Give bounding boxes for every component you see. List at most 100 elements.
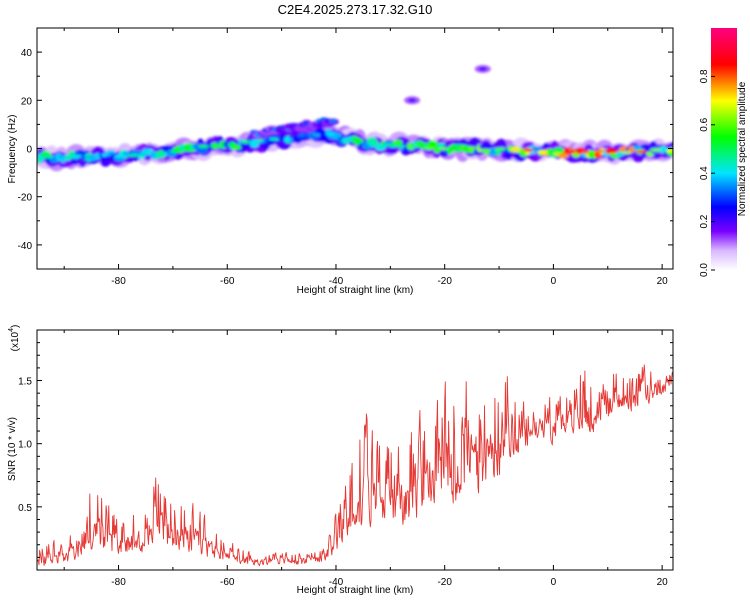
heatmap-peak bbox=[283, 137, 293, 141]
heatmap-peak bbox=[383, 142, 391, 147]
spectrogram-x-axis-label: Height of straight line (km) bbox=[297, 285, 414, 296]
heatmap-peak bbox=[494, 147, 506, 151]
y-tick-label: -20 bbox=[18, 193, 33, 204]
colorbar-gradient bbox=[711, 28, 737, 270]
y-tick-label: -40 bbox=[18, 241, 33, 252]
x-tick-label: -80 bbox=[111, 577, 126, 588]
heatmap-peak bbox=[183, 148, 196, 152]
heatmap-peak bbox=[84, 155, 96, 159]
x-tick-label: -40 bbox=[329, 577, 344, 588]
heatmap-branch bbox=[329, 119, 337, 124]
heatmap-peak bbox=[424, 146, 435, 150]
colorbar-tick-label: 0.6 bbox=[699, 117, 710, 131]
heatmap-peak bbox=[593, 149, 605, 153]
chart-title: C2E4.2025.273.17.32.G10 bbox=[278, 2, 433, 17]
y-tick-label: 1.5 bbox=[18, 377, 32, 388]
x-tick-label: -60 bbox=[220, 577, 235, 588]
heatmap-marks bbox=[37, 64, 673, 172]
y-tick-label: 40 bbox=[21, 48, 33, 59]
snr-x-ticks: -80 -60 -40 -20 0 20 bbox=[63, 330, 669, 588]
heatmap-peak bbox=[565, 150, 576, 154]
x-tick-label: -20 bbox=[437, 276, 452, 287]
snr-scale-label-exponent: 4 bbox=[8, 328, 15, 332]
spectrogram-panel: -80 -60 -40 -20 0 20 40 20 0 -20 -40 Height of st… bbox=[7, 27, 674, 296]
heatmap-peak bbox=[666, 149, 673, 153]
snr-plot-frame bbox=[36, 329, 674, 571]
heatmap-peak bbox=[636, 150, 647, 154]
y-tick-label: 0 bbox=[26, 145, 32, 156]
heatmap-cell bbox=[658, 146, 668, 154]
snr-y-axis-label: SNR (10 * v/v) bbox=[7, 417, 18, 481]
y-tick-label: 1.0 bbox=[18, 440, 32, 451]
heatmap-peak bbox=[157, 150, 165, 155]
colorbar-tick-label: 0.8 bbox=[699, 69, 710, 83]
heatmap-peak bbox=[127, 153, 139, 157]
heatmap-peak bbox=[438, 147, 449, 151]
heatmap-isolated-blob bbox=[408, 98, 417, 103]
colorbar-tick-label: 0.4 bbox=[699, 166, 710, 180]
snr-scale-label-close: ) bbox=[10, 325, 21, 328]
x-tick-label: -20 bbox=[437, 577, 452, 588]
x-tick-label: -60 bbox=[220, 276, 235, 287]
spectrogram-y-axis-label: Frequency (Hz) bbox=[7, 115, 18, 184]
heatmap-peak bbox=[113, 155, 124, 159]
heatmap-peak bbox=[411, 143, 420, 147]
colorbar-ticks: 0.0 0.2 0.4 0.6 0.8 bbox=[699, 69, 715, 277]
heatmap-peak bbox=[70, 154, 82, 158]
heatmap-peak bbox=[340, 139, 349, 143]
colorbar-tick-label: 0.2 bbox=[699, 214, 710, 228]
heatmap-peak bbox=[170, 149, 180, 153]
heatmap-isolated-blob bbox=[478, 66, 487, 71]
snr-scale-label-main: (x10 bbox=[10, 331, 21, 351]
x-tick-label: 20 bbox=[657, 276, 669, 287]
heatmap-peak bbox=[481, 148, 491, 152]
heatmap-peak bbox=[523, 148, 534, 152]
y-tick-label: 20 bbox=[21, 96, 33, 107]
heatmap-peak bbox=[509, 147, 520, 151]
heatmap-peak bbox=[325, 132, 336, 136]
heatmap-peak bbox=[623, 150, 632, 155]
heatmap-peak bbox=[369, 143, 377, 148]
heatmap-cell bbox=[479, 143, 491, 150]
heatmap-peak bbox=[537, 150, 549, 154]
heatmap-peak bbox=[297, 133, 307, 138]
heatmap-peak bbox=[649, 148, 662, 152]
heatmap-peak bbox=[240, 140, 252, 144]
heatmap-peak bbox=[268, 137, 280, 141]
heatmap-peak bbox=[255, 139, 265, 143]
y-tick-label: 0.5 bbox=[18, 503, 32, 514]
snr-y-ticks: 0.5 1.0 1.5 bbox=[18, 342, 673, 558]
heatmap-peak bbox=[467, 146, 477, 150]
heatmap-peak bbox=[580, 150, 590, 154]
heatmap-peak bbox=[226, 142, 237, 147]
heatmap-peak bbox=[197, 144, 210, 149]
colorbar: 0.0 0.2 0.4 0.6 0.8 Normalized spectral ampl… bbox=[699, 28, 748, 277]
heatmap-cell bbox=[232, 144, 242, 150]
heatmap-peak bbox=[312, 133, 321, 137]
heatmap-cell bbox=[393, 139, 403, 146]
spectrogram-y-ticks: 40 20 0 -20 -40 bbox=[18, 48, 673, 252]
heatmap-peak bbox=[452, 145, 464, 149]
snr-x-axis-label: Height of straight line (km) bbox=[297, 585, 414, 596]
heatmap-peak bbox=[142, 150, 152, 154]
heatmap-peak bbox=[212, 144, 223, 148]
heatmap-peak bbox=[553, 152, 561, 156]
heatmap-cell bbox=[196, 147, 209, 155]
snr-series-line bbox=[37, 364, 673, 567]
x-tick-label: 0 bbox=[551, 276, 557, 287]
x-tick-label: -80 bbox=[111, 276, 126, 287]
snr-panel: -80 -60 -40 -20 0 20 0.5 1.0 1.5 Height of stra… bbox=[7, 325, 674, 596]
heatmap-peak bbox=[608, 150, 619, 154]
x-tick-label: 0 bbox=[551, 577, 557, 588]
x-tick-label: -40 bbox=[329, 276, 344, 287]
snr-scale-label: (x104) bbox=[8, 325, 21, 352]
colorbar-tick-label: 0.0 bbox=[699, 263, 710, 277]
heatmap-peak bbox=[58, 154, 66, 158]
heatmap-peak bbox=[353, 139, 365, 143]
heatmap-peak bbox=[42, 155, 54, 159]
heatmap-peak bbox=[100, 153, 108, 157]
x-tick-label: 20 bbox=[657, 577, 669, 588]
colorbar-label: Normalized spectral amplitude bbox=[737, 81, 748, 216]
heatmap-peak bbox=[396, 144, 406, 149]
